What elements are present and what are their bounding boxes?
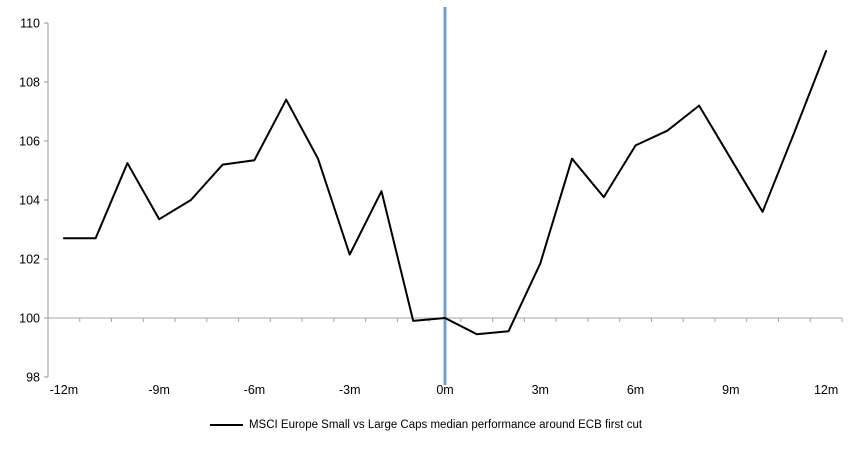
- x-axis-tick-label: -6m: [244, 383, 266, 397]
- legend-label: MSCI Europe Small vs Large Caps median p…: [248, 419, 643, 431]
- y-axis-tick-label: 108: [19, 76, 40, 90]
- y-axis-tick-label: 102: [19, 253, 40, 267]
- x-axis-tick-label: 12m: [814, 383, 838, 397]
- x-axis-tick-label: -12m: [50, 383, 78, 397]
- legend-line-swatch: [209, 424, 243, 426]
- series-line: [62, 50, 828, 336]
- y-axis-tick-label: 110: [20, 17, 40, 31]
- x-axis-tick-label: 0m: [436, 383, 453, 397]
- x-axis-tick-label: -3m: [339, 383, 361, 397]
- y-axis-tick-label: 98: [26, 371, 40, 385]
- y-axis-tick-label: 100: [19, 312, 40, 326]
- x-axis-tick-label: 3m: [532, 383, 549, 397]
- x-axis-tick-label: -9m: [148, 383, 170, 397]
- x-axis-tick-label: 6m: [627, 383, 644, 397]
- y-axis-tick-label: 106: [19, 135, 40, 149]
- x-axis-tick-label: 9m: [722, 383, 739, 397]
- y-axis-tick-label: 104: [19, 194, 40, 208]
- legend: MSCI Europe Small vs Large Caps median p…: [0, 419, 852, 431]
